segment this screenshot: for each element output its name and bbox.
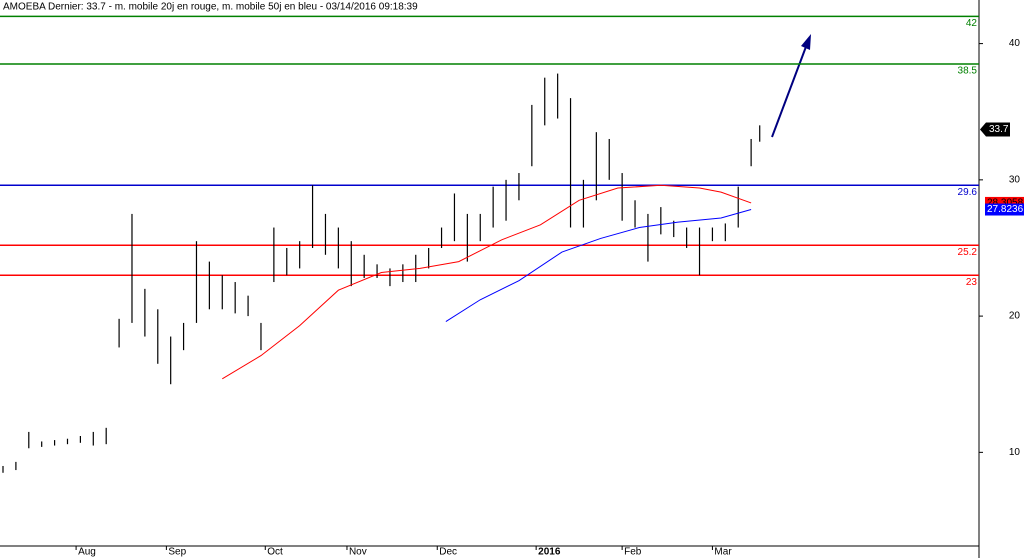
moving-average: [445, 209, 752, 322]
value-tag-label: 28.3058: [987, 198, 1024, 209]
level-label: 42: [966, 18, 978, 29]
level-label: 38.5: [958, 66, 978, 77]
y-tick-label: 30: [1009, 174, 1021, 185]
y-tick-label: 20: [1009, 311, 1021, 322]
chart-title: AMOEBA Dernier: 33.7 - m. mobile 20j en …: [3, 2, 418, 13]
arrow: [771, 43, 808, 138]
x-tick-label: Sep: [168, 547, 186, 558]
x-tick-label: Feb: [624, 547, 642, 558]
value-tag: [985, 203, 1024, 216]
x-tick-label: Nov: [349, 547, 367, 558]
price-tag-label: 33.7: [989, 124, 1009, 135]
x-tick-label: Dec: [439, 547, 457, 558]
x-tick-label: Mar: [714, 547, 732, 558]
x-tick-label: Oct: [267, 547, 283, 558]
y-tick-label: 10: [1009, 447, 1021, 458]
x-tick-label: 2016: [538, 547, 561, 558]
x-tick-label: Aug: [78, 547, 96, 558]
level-label: 23: [966, 277, 978, 288]
level-label: 25.2: [958, 247, 978, 258]
y-tick-label: 40: [1009, 38, 1021, 49]
price-tag: [980, 122, 1010, 137]
level-label: 29.6: [958, 187, 978, 198]
value-tag-label: 27.8236: [987, 204, 1024, 215]
arrow-head: [801, 34, 811, 50]
moving-average: [222, 184, 752, 380]
